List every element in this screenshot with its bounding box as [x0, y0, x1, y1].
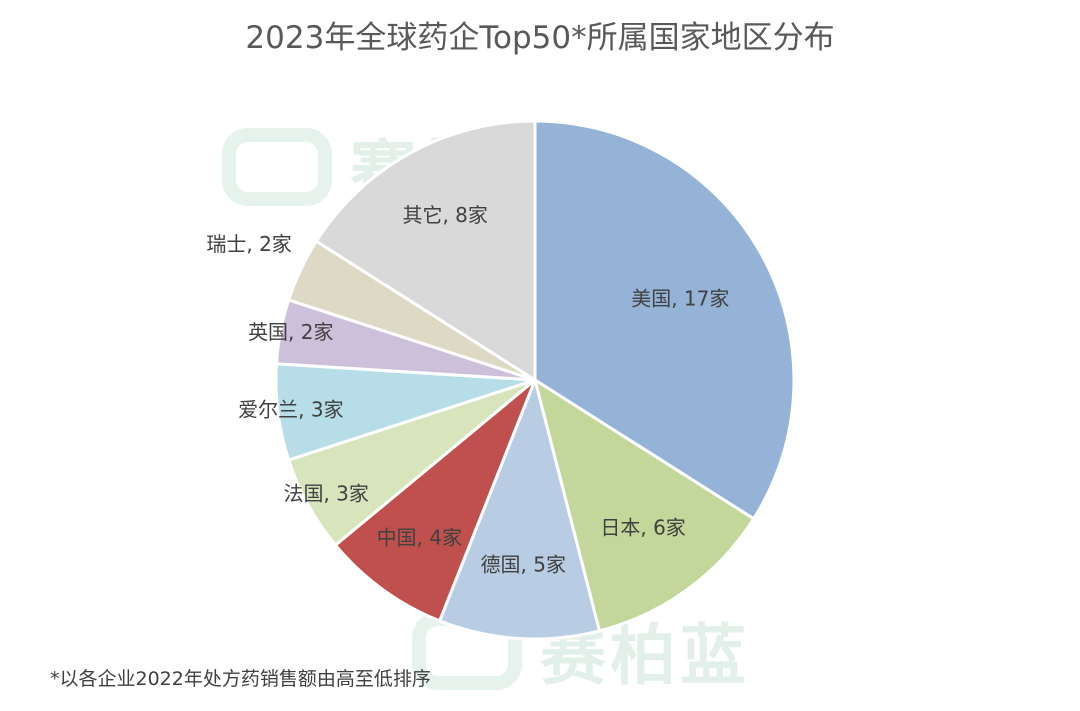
pie-slice-3 [437, 375, 602, 641]
pie-slice-label-4: 中国, 4家 [377, 526, 462, 550]
pie-slice-label-2: 日本, 6家 [600, 515, 685, 539]
pie-slice-label-1: 美国, 17家 [631, 287, 729, 311]
pie-slice-4 [333, 378, 537, 623]
pie-slice-9 [314, 119, 537, 383]
pie-slice-label-3: 德国, 5家 [481, 553, 566, 577]
chart-title: 2023年全球药企Top50*所属国家地区分布 [245, 20, 835, 56]
pie-slice-label-7: 英国, 2家 [248, 320, 333, 344]
pie-slice-label-8: 瑞士, 2家 [206, 232, 291, 256]
pie-slice-label-9: 其它, 8家 [402, 203, 487, 227]
footnote: *以各企业2022年处方药销售额由高至低排序 [50, 668, 431, 690]
pie-slice-label-6: 爱尔兰, 3家 [238, 397, 343, 421]
pie-slice-2 [532, 376, 756, 633]
pie-slice-label-5: 法国, 3家 [283, 481, 368, 505]
watermark-logo-icon [222, 128, 332, 206]
